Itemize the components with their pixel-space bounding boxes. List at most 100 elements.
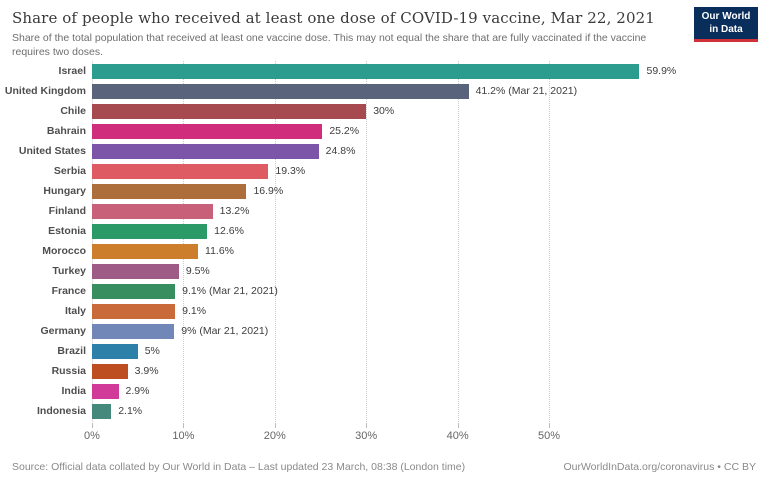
bar-row-india: India 2.9%	[0, 381, 768, 401]
bar-chart: Israel 59.9% United Kingdom 41.2% (Mar 21, …	[0, 61, 768, 449]
bar-finland[interactable]	[92, 203, 213, 219]
gridline-10%	[183, 61, 185, 422]
axis-tick-label: 0%	[84, 430, 100, 442]
x-axis: 0% 10% 20% 30% 40% 50%	[0, 422, 768, 449]
value-label-estonia: 12.6%	[214, 225, 244, 237]
country-label-united-kingdom: United Kingdom	[4, 85, 86, 97]
chart-footer: Source: Official data collated by Our Wo…	[12, 461, 756, 473]
axis-tick-label: 20%	[263, 430, 286, 442]
country-label-israel: Israel	[58, 65, 86, 77]
country-label-finland: Finland	[48, 205, 86, 217]
axis-tick	[366, 423, 368, 428]
axis-tick	[183, 423, 185, 428]
bar-row-turkey: Turkey 9.5%	[0, 261, 768, 281]
value-label-indonesia: 2.1%	[118, 405, 143, 417]
axis-tick-label: 30%	[355, 430, 378, 442]
country-label-indonesia: Indonesia	[36, 405, 86, 417]
value-label-france: 9.1% (Mar 21, 2021)	[182, 285, 278, 297]
value-label-united-kingdom: 41.2% (Mar 21, 2021)	[475, 85, 578, 97]
bar-chile[interactable]	[92, 103, 367, 119]
country-label-brazil: Brazil	[57, 345, 86, 357]
value-label-bahrain: 25.2%	[329, 125, 360, 137]
value-label-brazil: 5%	[144, 345, 160, 357]
value-label-finland: 13.2%	[219, 205, 250, 217]
country-label-hungary: Hungary	[43, 185, 86, 197]
bar-united-states[interactable]	[92, 143, 319, 159]
country-label-bahrain: Bahrain	[46, 125, 86, 137]
gridline-40%	[457, 61, 459, 422]
bar-row-israel: Israel 59.9%	[0, 61, 768, 81]
value-label-turkey: 9.5%	[185, 265, 210, 277]
bar-morocco[interactable]	[92, 243, 199, 259]
country-label-chile: Chile	[60, 105, 86, 117]
bar-indonesia[interactable]	[92, 403, 112, 419]
value-label-morocco: 11.6%	[205, 245, 235, 257]
bar-bahrain[interactable]	[92, 123, 323, 139]
bar-rows: Israel 59.9% United Kingdom 41.2% (Mar 21, …	[0, 61, 768, 421]
bar-india[interactable]	[92, 383, 119, 399]
bar-row-germany: Germany 9% (Mar 21, 2021)	[0, 321, 768, 341]
bar-estonia[interactable]	[92, 223, 208, 239]
owid-logo-line2: in Data	[709, 23, 743, 35]
country-label-france: France	[51, 285, 86, 297]
value-label-russia: 3.9%	[134, 365, 159, 377]
country-label-serbia: Serbia	[53, 165, 86, 177]
bar-hungary[interactable]	[92, 183, 247, 199]
value-label-india: 2.9%	[125, 385, 150, 397]
bar-italy[interactable]	[92, 303, 176, 319]
bar-row-estonia: Estonia 12.6%	[0, 221, 768, 241]
axis-tick	[274, 423, 276, 428]
owid-logo-box: Our World in Data	[694, 7, 758, 39]
axis-tick-label: 40%	[446, 430, 469, 442]
owid-logo[interactable]: Our World in Data	[694, 7, 758, 42]
bar-row-indonesia: Indonesia 2.1%	[0, 401, 768, 421]
value-label-hungary: 16.9%	[253, 185, 284, 197]
source-note: Source: Official data collated by Our Wo…	[12, 461, 466, 473]
bar-row-hungary: Hungary 16.9%	[0, 181, 768, 201]
axis-tick	[549, 423, 550, 428]
bar-israel[interactable]	[92, 63, 640, 79]
value-label-serbia: 19.3%	[275, 165, 306, 177]
bar-france[interactable]	[92, 283, 176, 299]
gridline-30%	[366, 61, 368, 422]
value-label-germany: 9% (Mar 21, 2021)	[181, 325, 269, 337]
country-label-estonia: Estonia	[48, 225, 86, 237]
bar-row-russia: Russia 3.9%	[0, 361, 768, 381]
country-label-turkey: Turkey	[52, 265, 86, 277]
bar-brazil[interactable]	[92, 343, 138, 359]
bar-row-united-kingdom: United Kingdom 41.2% (Mar 21, 2021)	[0, 81, 768, 101]
chart-subtitle: Share of the total population that recei…	[12, 32, 647, 59]
bar-turkey[interactable]	[92, 263, 179, 279]
country-label-russia: Russia	[51, 365, 86, 377]
country-label-italy: Italy	[64, 305, 86, 317]
value-label-italy: 9.1%	[182, 305, 207, 317]
axis-tick-label: 10%	[172, 430, 195, 442]
chart-title: Share of people who received at least on…	[12, 9, 655, 27]
country-label-united-states: United States	[18, 145, 86, 157]
bar-row-italy: Italy 9.1%	[0, 301, 768, 321]
bar-serbia[interactable]	[92, 163, 269, 179]
value-label-chile: 30%	[373, 105, 395, 117]
bar-row-serbia: Serbia 19.3%	[0, 161, 768, 181]
country-label-germany: Germany	[40, 325, 86, 337]
bar-russia[interactable]	[92, 363, 128, 379]
bar-row-brazil: Brazil 5%	[0, 341, 768, 361]
country-label-india: India	[61, 385, 86, 397]
owid-logo-line1: Our World	[701, 11, 751, 22]
bar-germany[interactable]	[92, 323, 175, 339]
gridline-20%	[274, 61, 276, 422]
bar-row-morocco: Morocco 11.6%	[0, 241, 768, 261]
value-label-united-states: 24.8%	[325, 145, 356, 157]
gridline-50%	[549, 61, 550, 422]
value-label-israel: 59.9%	[646, 65, 677, 77]
bar-united-kingdom[interactable]	[92, 83, 469, 99]
bar-row-france: France 9.1% (Mar 21, 2021)	[0, 281, 768, 301]
owid-logo-accent-strip	[694, 39, 758, 42]
bar-row-united-states: United States 24.8%	[0, 141, 768, 161]
footer-link[interactable]: OurWorldInData.org/coronavirus • CC BY	[563, 461, 756, 473]
bar-row-bahrain: Bahrain 25.2%	[0, 121, 768, 141]
chart-header: Share of people who received at least on…	[0, 0, 768, 58]
axis-tick-label: 50%	[537, 430, 561, 442]
gridline-0%	[92, 61, 93, 422]
